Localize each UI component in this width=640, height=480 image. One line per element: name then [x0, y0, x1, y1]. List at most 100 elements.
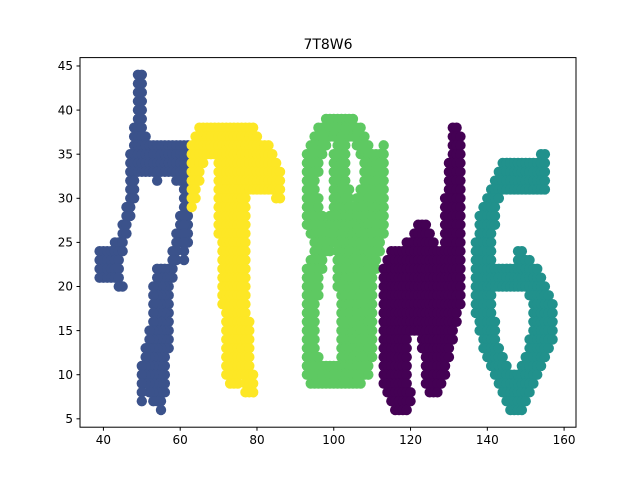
data-point — [317, 148, 328, 160]
data-point — [148, 290, 159, 301]
y-tick-label: 15 — [58, 324, 73, 338]
data-point — [117, 237, 128, 248]
data-point — [140, 343, 151, 354]
data-point — [378, 148, 389, 160]
data-point — [501, 360, 512, 372]
data-point — [240, 193, 251, 204]
y-tick-label: 40 — [58, 103, 73, 117]
data-point — [148, 281, 159, 292]
data-point — [240, 298, 251, 310]
data-point — [244, 316, 255, 327]
data-point — [317, 254, 328, 266]
data-point — [366, 325, 378, 336]
data-point — [178, 254, 190, 266]
data-point — [247, 387, 259, 398]
data-point — [190, 193, 201, 204]
x-tick-label: 100 — [322, 433, 345, 447]
data-point — [117, 281, 128, 292]
data-point — [451, 122, 462, 133]
data-point — [455, 228, 466, 239]
data-point — [366, 343, 378, 354]
data-point — [113, 272, 124, 283]
data-point — [447, 334, 458, 345]
data-point — [171, 228, 182, 239]
data-point — [436, 378, 447, 389]
data-point — [443, 343, 455, 354]
data-point — [535, 360, 547, 372]
data-point — [244, 343, 255, 354]
data-point — [455, 237, 466, 248]
data-point — [374, 237, 386, 248]
data-point — [309, 175, 320, 186]
data-point — [136, 87, 148, 98]
series-seven — [94, 69, 194, 416]
y-tick-label: 45 — [58, 59, 73, 73]
data-point — [121, 219, 132, 230]
data-point — [535, 272, 547, 283]
data-point — [401, 378, 412, 389]
data-point — [370, 254, 382, 266]
data-point — [240, 228, 251, 239]
data-point — [401, 343, 412, 354]
data-point — [194, 175, 205, 186]
data-point — [455, 272, 466, 283]
data-point — [274, 184, 286, 195]
y-tick-label: 30 — [58, 191, 73, 205]
x-tick-label: 80 — [249, 433, 264, 447]
data-point — [144, 387, 155, 398]
data-point — [378, 166, 389, 178]
data-point — [455, 254, 466, 266]
data-point — [313, 157, 324, 169]
data-point — [247, 122, 259, 133]
data-point — [547, 334, 558, 345]
data-points — [94, 69, 558, 416]
data-point — [125, 201, 136, 213]
data-point — [451, 316, 462, 327]
data-point — [140, 351, 151, 363]
data-point — [144, 325, 155, 336]
data-point — [378, 210, 389, 222]
data-point — [485, 237, 497, 248]
data-point — [439, 360, 451, 372]
y-tick-label: 25 — [58, 236, 73, 250]
data-point — [543, 343, 554, 354]
data-point — [455, 263, 466, 275]
data-point — [178, 219, 190, 230]
data-point — [251, 131, 263, 142]
data-point — [532, 369, 543, 380]
data-point — [516, 246, 528, 257]
data-point — [528, 378, 539, 389]
data-point — [401, 360, 412, 372]
data-point — [113, 254, 124, 266]
data-point — [113, 263, 124, 275]
data-point — [340, 175, 351, 186]
data-point — [547, 325, 558, 336]
data-point — [455, 175, 466, 186]
data-point — [516, 404, 528, 416]
data-point — [455, 210, 466, 222]
data-point — [524, 387, 535, 398]
data-point — [378, 184, 389, 195]
data-point — [232, 378, 243, 389]
data-point — [240, 281, 251, 292]
data-point — [313, 281, 324, 292]
data-point — [317, 210, 328, 222]
data-point — [401, 334, 412, 345]
data-point — [313, 290, 324, 301]
data-point — [485, 290, 497, 301]
data-point — [401, 404, 412, 416]
data-point — [136, 395, 148, 407]
data-point — [378, 201, 389, 213]
series-eight — [301, 113, 389, 389]
data-point — [194, 166, 205, 178]
data-point — [270, 157, 282, 169]
data-point — [405, 387, 416, 398]
data-point — [447, 325, 458, 336]
data-point — [455, 193, 466, 204]
data-point — [309, 184, 320, 195]
data-point — [524, 254, 535, 266]
data-point — [274, 175, 286, 186]
data-point — [136, 96, 148, 107]
data-point — [240, 237, 251, 248]
data-point — [186, 201, 197, 213]
